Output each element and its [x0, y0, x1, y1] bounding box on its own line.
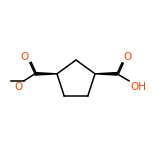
- Text: O: O: [21, 52, 29, 62]
- Text: O: O: [123, 52, 131, 62]
- Text: OH: OH: [130, 82, 146, 92]
- Polygon shape: [35, 73, 57, 75]
- Polygon shape: [95, 73, 117, 75]
- Text: O: O: [15, 82, 23, 92]
